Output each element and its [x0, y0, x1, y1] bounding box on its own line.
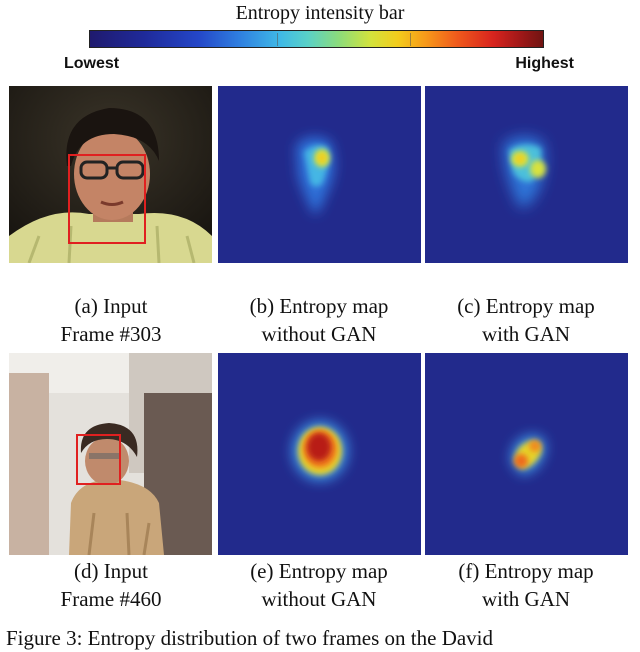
- caption-b-line1: (b) Entropy map: [249, 294, 389, 318]
- input-frame-303: [9, 86, 212, 263]
- caption-f: (f) Entropy map with GAN: [421, 557, 631, 613]
- caption-d-line2: Frame #460: [60, 587, 162, 611]
- entropy-colorbar: [89, 30, 544, 48]
- face-bounding-box: [76, 434, 121, 485]
- caption-e-line1: (e) Entropy map: [250, 559, 388, 583]
- caption-e-line2: without GAN: [261, 587, 377, 611]
- input-frame-460: [9, 353, 212, 555]
- caption-b: (b) Entropy map without GAN: [214, 292, 424, 348]
- caption-a-line2: Frame #303: [60, 322, 162, 346]
- figure-caption: Figure 3: Entropy distribution of two fr…: [6, 626, 494, 650]
- caption-f-line1: (f) Entropy map: [458, 559, 594, 583]
- colorbar-tick: [277, 33, 278, 46]
- colorbar-high-label: Highest: [515, 55, 574, 72]
- entropy-map-with-gan-303: [425, 86, 628, 263]
- caption-a: (a) Input Frame #303: [6, 292, 216, 348]
- caption-f-line2: with GAN: [481, 587, 571, 611]
- face-bounding-box: [68, 154, 146, 244]
- colorbar-tick: [410, 33, 411, 46]
- colorbar-title: Entropy intensity bar: [235, 2, 405, 24]
- entropy-map-without-gan-460: [218, 353, 421, 555]
- caption-c-line2: with GAN: [481, 322, 571, 346]
- caption-c: (c) Entropy map with GAN: [421, 292, 631, 348]
- entropy-map-without-gan-303: [218, 86, 421, 263]
- colorbar-low-label: Lowest: [64, 55, 120, 72]
- caption-b-line2: without GAN: [261, 322, 377, 346]
- caption-d: (d) Input Frame #460: [6, 557, 216, 613]
- caption-a-line1: (a) Input: [74, 294, 148, 318]
- entropy-map-with-gan-460: [425, 353, 628, 555]
- caption-e: (e) Entropy map without GAN: [214, 557, 424, 613]
- caption-d-line1: (d) Input: [73, 559, 149, 583]
- caption-c-line1: (c) Entropy map: [457, 294, 595, 318]
